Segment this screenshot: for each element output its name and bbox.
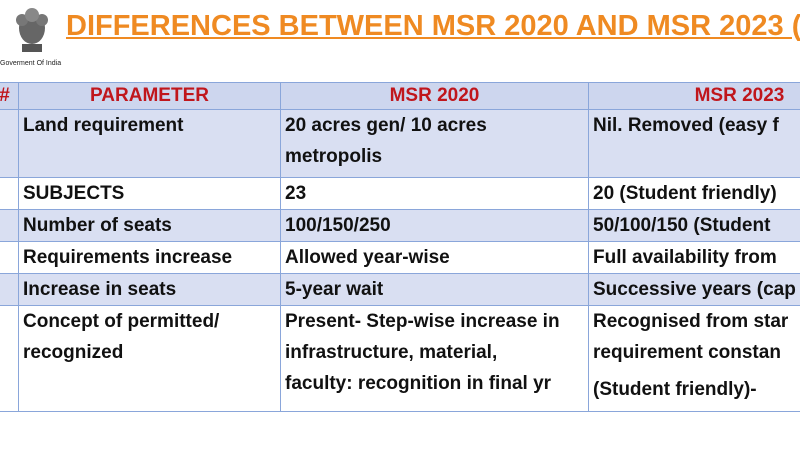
table-cell: 20 (Student friendly) <box>588 177 800 210</box>
table-row: Requirements increase Allowed year-wise Fu… <box>0 241 800 274</box>
table-row: Increase in seats 5-year wait Successive y… <box>0 273 800 306</box>
column-header: MSR 2023 <box>588 82 800 110</box>
table-cell: Nil. Removed (easy f <box>588 109 800 178</box>
cell-text: Nil. Removed (easy f <box>593 115 779 136</box>
table-cell: 20 acres gen/ 10 acres metropolis <box>280 109 589 178</box>
cell-text: Land requirement <box>23 115 184 136</box>
cell-text: 20 (Student friendly) <box>593 183 777 204</box>
cell-text: 100/150/250 <box>285 215 391 236</box>
table-cell <box>0 273 19 306</box>
cell-text: 5-year wait <box>285 279 384 300</box>
cell-text: Requirements increase <box>23 247 233 268</box>
emblem-caption: Goverment Of India <box>0 60 62 67</box>
cell-text: Successive years (cap <box>593 279 796 300</box>
cell-text: Full availability from <box>593 247 777 268</box>
cell-text: infrastructure, material, <box>285 342 498 363</box>
table-row: Number of seats 100/150/250 50/100/150 (St… <box>0 209 800 242</box>
cell-text: Allowed year-wise <box>285 247 450 268</box>
table-cell <box>0 209 19 242</box>
column-header: MSR 2020 <box>280 82 589 110</box>
slide-title: DIFFERENCES BETWEEN MSR 2020 AND MSR 202… <box>66 10 800 42</box>
table-cell: 23 <box>280 177 589 210</box>
table-cell: Recognised from star requirement constan … <box>588 305 800 412</box>
header-row: # PARAMETER MSR 2020 MSR 2023 <box>0 82 800 110</box>
table-cell: Land requirement <box>18 109 281 178</box>
cell-text: Present- Step-wise increase in <box>285 311 560 332</box>
table-cell: Allowed year-wise <box>280 241 589 274</box>
cell-text: 23 <box>285 183 307 204</box>
table-cell: Present- Step-wise increase in infrastruc… <box>280 305 589 412</box>
cell-text: Increase in seats <box>23 279 177 300</box>
table-cell: Number of seats <box>18 209 281 242</box>
table-row: Land requirement 20 acres gen/ 10 acres me… <box>0 109 800 178</box>
table-cell: 5-year wait <box>280 273 589 306</box>
comparison-table: # PARAMETER MSR 2020 MSR 2023 Land requirem… <box>0 82 800 412</box>
table-cell: SUBJECTS <box>18 177 281 210</box>
cell-text: recognized <box>23 342 124 363</box>
table-cell: Full availability from <box>588 241 800 274</box>
table-cell: Concept of permitted/recognized <box>18 305 281 412</box>
column-header: PARAMETER <box>18 82 281 110</box>
table-cell: 100/150/250 <box>280 209 589 242</box>
cell-text: requirement constan <box>593 342 781 363</box>
cell-text: (Student friendly)- <box>593 379 757 400</box>
table-row: Concept of permitted/recognized Present- … <box>0 305 800 412</box>
table-cell <box>0 241 19 274</box>
cell-text: SUBJECTS <box>23 183 125 204</box>
table-cell <box>0 305 19 412</box>
cell-text: 50/100/150 (Student <box>593 215 771 236</box>
table-cell <box>0 177 19 210</box>
cell-text: faculty: recognition in final yr <box>285 373 552 394</box>
cell-text: Concept of permitted/ <box>23 311 220 332</box>
table-cell: Increase in seats <box>18 273 281 306</box>
table-cell: Requirements increase <box>18 241 281 274</box>
table-row: SUBJECTS 23 20 (Student friendly) <box>0 177 800 210</box>
emblem <box>16 8 48 52</box>
table-cell: Successive years (cap <box>588 273 800 306</box>
table-cell <box>0 109 19 178</box>
table-cell: 50/100/150 (Student <box>588 209 800 242</box>
cell-text: Recognised from star <box>593 311 789 332</box>
cell-text: 20 acres gen/ 10 acres <box>285 115 487 136</box>
cell-text: Number of seats <box>23 215 172 236</box>
cell-text: metropolis <box>285 146 383 167</box>
column-header: # <box>0 82 19 110</box>
